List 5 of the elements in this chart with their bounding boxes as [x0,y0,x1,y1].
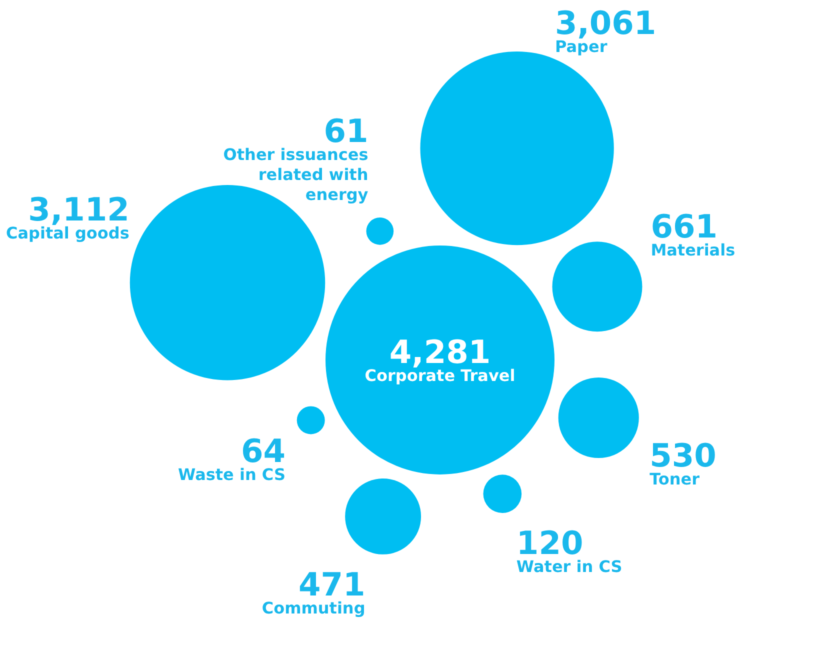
category-label: Paper [554,37,608,56]
category-label: Toner [650,469,700,488]
category-label: Water in CS [516,556,622,576]
category-label: Commuting [262,598,366,618]
category-label: Corporate Travel [364,366,516,385]
